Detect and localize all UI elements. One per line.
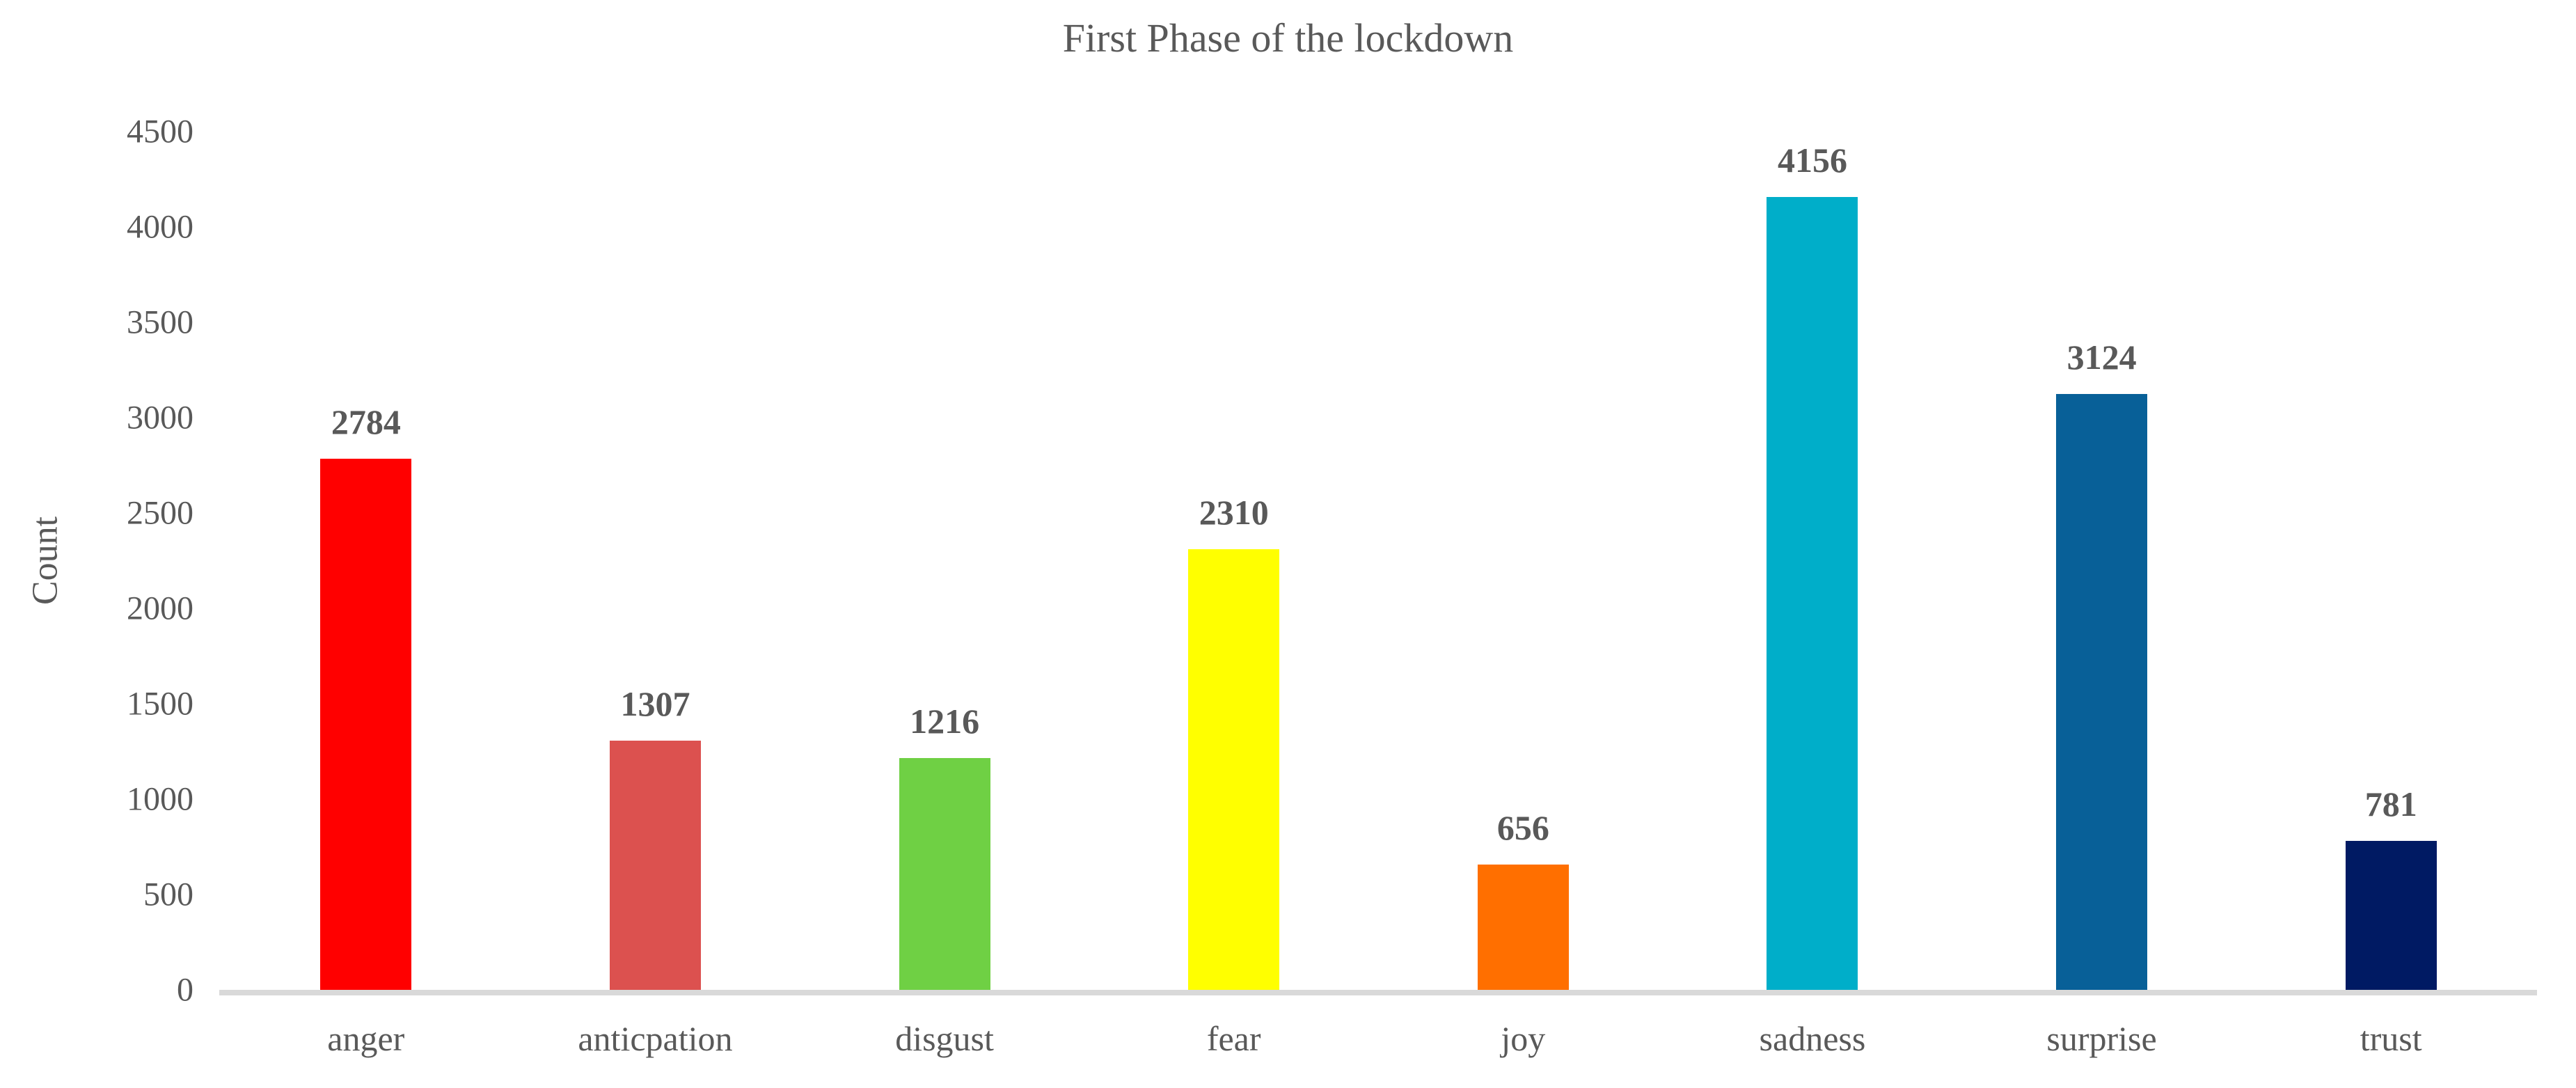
bar-value-label: 2784 bbox=[331, 402, 401, 441]
y-axis-tick-labels: 0 500 1000 1500 2000 2500 3000 3500 4000 4500 bbox=[0, 113, 193, 1009]
bar-slot-trust: 781 bbox=[2246, 132, 2536, 990]
x-axis-line bbox=[219, 990, 2537, 995]
bar-joy bbox=[1477, 865, 1569, 990]
bar-slot-sadness: 4156 bbox=[1668, 132, 1957, 990]
bar-slot-disgust: 1216 bbox=[800, 132, 1089, 990]
y-tick-label: 1500 bbox=[127, 685, 193, 723]
bar-slot-surprise: 3124 bbox=[1957, 132, 2247, 990]
bar-value-label: 1307 bbox=[620, 684, 690, 723]
bar-disgust bbox=[899, 758, 990, 990]
bar-slot-joy: 656 bbox=[1379, 132, 1668, 990]
bar-value-label: 2310 bbox=[1199, 493, 1269, 532]
bar-trust bbox=[2345, 841, 2437, 990]
y-tick-label: 2000 bbox=[127, 590, 193, 627]
x-axis-category-labels: anger anticpation disgust fear joy sadness sur… bbox=[221, 1018, 2536, 1059]
bar-value-label: 4156 bbox=[1777, 141, 1847, 180]
chart-title: First Phase of the lockdown bbox=[1062, 15, 1514, 61]
bar-anticpation bbox=[609, 741, 701, 990]
y-tick-label: 4500 bbox=[127, 113, 193, 150]
bar-sadness bbox=[1767, 197, 1858, 990]
y-tick-label: 3500 bbox=[127, 303, 193, 341]
category-label-surprise: surprise bbox=[2046, 1019, 2157, 1058]
bar-value-label: 656 bbox=[1496, 808, 1549, 847]
y-tick-label: 2500 bbox=[127, 494, 193, 532]
category-label-anger: anger bbox=[327, 1019, 405, 1058]
y-tick-label: 3000 bbox=[127, 399, 193, 436]
bar-fear bbox=[1188, 549, 1280, 990]
category-label-trust: trust bbox=[2360, 1019, 2422, 1058]
y-tick-label: 500 bbox=[143, 876, 193, 913]
category-label-anticpation: anticpation bbox=[578, 1019, 733, 1058]
bar-slot-anger: 2784 bbox=[221, 132, 511, 990]
bar-anger bbox=[320, 459, 412, 990]
category-label-fear: fear bbox=[1206, 1019, 1261, 1058]
bar-value-label: 3124 bbox=[2067, 338, 2137, 377]
category-label-sadness: sadness bbox=[1759, 1019, 1866, 1058]
bar-surprise bbox=[2056, 394, 2148, 990]
category-label-disgust: disgust bbox=[895, 1019, 994, 1058]
category-label-joy: joy bbox=[1501, 1019, 1546, 1058]
bar-value-label: 781 bbox=[2364, 785, 2417, 823]
bar-slot-anticpation: 1307 bbox=[511, 132, 800, 990]
y-tick-label: 0 bbox=[177, 971, 193, 1009]
y-tick-label: 1000 bbox=[127, 780, 193, 818]
bar-slot-fear: 2310 bbox=[1089, 132, 1379, 990]
y-tick-label: 4000 bbox=[127, 208, 193, 246]
bar-value-label: 1216 bbox=[910, 702, 980, 741]
plot-area: 2784 1307 1216 2310 656 4156 3124 781 bbox=[221, 132, 2536, 990]
